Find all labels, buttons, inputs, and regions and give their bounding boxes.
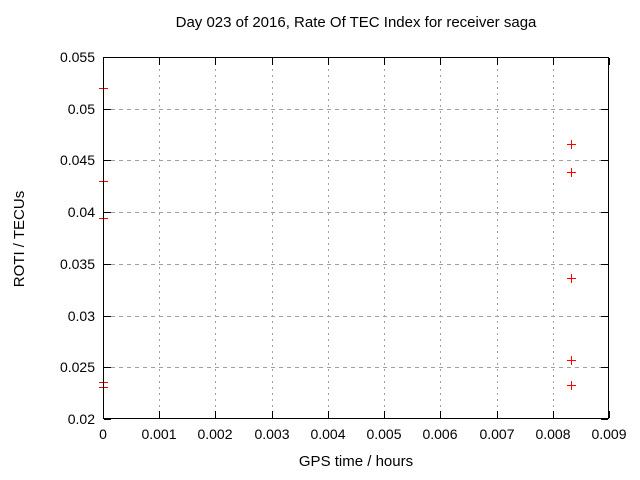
x-tick-label: 0.008 xyxy=(535,426,571,442)
data-point-marker xyxy=(567,381,576,390)
x-tick-label: 0 xyxy=(99,426,107,442)
x-tick-mark-top xyxy=(103,58,104,65)
y-gridline xyxy=(103,264,609,265)
x-gridline xyxy=(159,57,160,419)
x-tick-mark xyxy=(440,411,441,418)
x-tick-mark-top xyxy=(272,58,273,65)
x-tick-label: 0.005 xyxy=(366,426,402,442)
x-tick-label: 0.006 xyxy=(422,426,458,442)
x-tick-mark xyxy=(272,411,273,418)
y-tick-mark-right xyxy=(601,109,608,110)
y-tick-label: 0.02 xyxy=(67,411,95,427)
x-axis-label: GPS time / hours xyxy=(298,453,414,470)
y-tick-mark xyxy=(104,212,111,213)
data-point-marker xyxy=(567,356,576,365)
x-tick-mark xyxy=(159,411,160,418)
x-gridline xyxy=(384,57,385,419)
y-tick-mark-right xyxy=(601,367,608,368)
x-tick-mark-top xyxy=(609,58,610,65)
plus-icon xyxy=(571,168,572,177)
x-tick-mark-top xyxy=(553,58,554,65)
x-tick-mark xyxy=(609,411,610,418)
x-tick-mark xyxy=(103,411,104,418)
y-gridline xyxy=(103,316,609,317)
x-tick-label: 0.004 xyxy=(310,426,346,442)
plus-icon xyxy=(571,274,572,283)
plus-icon xyxy=(103,383,104,392)
y-tick-label: 0.035 xyxy=(59,256,95,272)
plus-icon xyxy=(571,381,572,390)
data-point-marker xyxy=(567,168,576,177)
y-tick-mark-right xyxy=(601,160,608,161)
data-point-marker xyxy=(99,177,108,186)
y-tick-label: 0.03 xyxy=(67,308,95,324)
data-point-marker xyxy=(99,214,108,223)
y-tick-mark xyxy=(104,264,111,265)
plot-border xyxy=(103,57,609,419)
x-tick-mark xyxy=(384,411,385,418)
y-axis-label: ROTI / TECUs xyxy=(11,190,28,288)
x-tick-mark xyxy=(215,411,216,418)
y-gridline xyxy=(103,212,609,213)
y-tick-label: 0.025 xyxy=(59,359,95,375)
data-point-marker xyxy=(567,274,576,283)
y-gridline xyxy=(103,367,609,368)
y-tick-mark-right xyxy=(601,212,608,213)
x-tick-label: 0.007 xyxy=(479,426,515,442)
data-point-marker xyxy=(99,383,108,392)
x-gridline xyxy=(215,57,216,419)
y-tick-label: 0.05 xyxy=(67,101,95,117)
x-tick-label: 0.001 xyxy=(141,426,177,442)
y-tick-mark xyxy=(104,57,111,58)
data-point-marker xyxy=(99,84,108,93)
plus-icon xyxy=(103,177,104,186)
x-tick-mark-top xyxy=(328,58,329,65)
x-tick-mark-top xyxy=(159,58,160,65)
y-tick-label: 0.045 xyxy=(59,152,95,168)
plus-icon xyxy=(571,356,572,365)
x-tick-label: 0.009 xyxy=(591,426,627,442)
x-tick-mark xyxy=(497,411,498,418)
y-tick-mark xyxy=(104,160,111,161)
chart-title: Day 023 of 2016, Rate Of TEC Index for r… xyxy=(175,14,537,31)
x-tick-mark-top xyxy=(215,58,216,65)
x-tick-mark-top xyxy=(440,58,441,65)
x-gridline xyxy=(440,57,441,419)
y-tick-mark xyxy=(104,419,111,420)
y-tick-mark-right xyxy=(601,57,608,58)
plus-icon xyxy=(103,84,104,93)
x-gridline xyxy=(497,57,498,419)
y-tick-mark xyxy=(104,109,111,110)
plot-area: 0 0.001 0.002 0.003 0.004 0.005 0.006 0.007 0.00… xyxy=(60,50,627,442)
y-tick-mark-right xyxy=(601,419,608,420)
y-tick-mark xyxy=(104,367,111,368)
y-tick-label: 0.04 xyxy=(67,204,95,220)
y-tick-label: 0.055 xyxy=(59,49,95,65)
y-gridline xyxy=(103,109,609,110)
data-point-marker xyxy=(567,140,576,149)
x-tick-mark-top xyxy=(497,58,498,65)
x-tick-label: 0.003 xyxy=(254,426,290,442)
x-gridline xyxy=(272,57,273,419)
x-gridline xyxy=(328,57,329,419)
y-tick-mark-right xyxy=(601,316,608,317)
plus-icon xyxy=(571,140,572,149)
y-gridline xyxy=(103,160,609,161)
x-tick-mark xyxy=(328,411,329,418)
x-tick-mark-top xyxy=(384,58,385,65)
x-gridline xyxy=(553,57,554,419)
x-tick-mark xyxy=(553,411,554,418)
plus-icon xyxy=(103,214,104,223)
y-tick-mark xyxy=(104,316,111,317)
x-tick-label: 0.002 xyxy=(197,426,233,442)
y-tick-mark-right xyxy=(601,264,608,265)
